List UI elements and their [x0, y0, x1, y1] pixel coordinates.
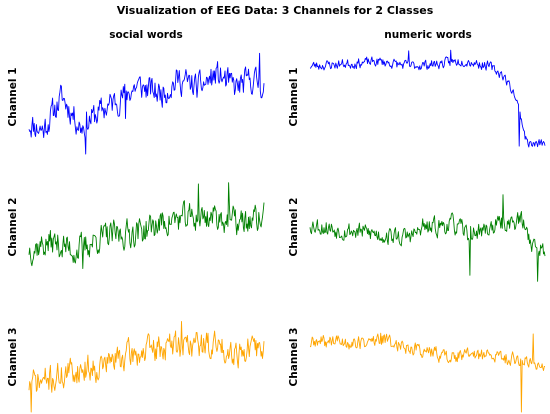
- eeg-trace-social-words-channel-2: [28, 182, 265, 269]
- eeg-trace-numeric-words-channel-1: [309, 49, 546, 148]
- eeg-trace-social-words-channel-1: [28, 52, 265, 155]
- eeg-trace-numeric-words-channel-2: [309, 194, 546, 282]
- figure-title: Visualization of EEG Data: 3 Channels fo…: [117, 4, 434, 17]
- column-title-social-words: social words: [109, 29, 183, 41]
- row-label-channel-1-left: Channel 1: [7, 68, 19, 127]
- eeg-trace-social-words-channel-3: [28, 321, 265, 413]
- eeg-trace-numeric-words-channel-3: [309, 332, 546, 413]
- row-label-channel-2-right: Channel 2: [288, 198, 300, 257]
- row-label-channel-2-left: Channel 2: [7, 198, 19, 257]
- row-label-channel-1-right: Channel 1: [288, 68, 300, 127]
- column-title-numeric-words: numeric words: [384, 29, 472, 41]
- eeg-traces: [28, 49, 546, 413]
- row-label-channel-3-left: Channel 3: [7, 328, 19, 387]
- row-label-channel-3-right: Channel 3: [288, 328, 300, 387]
